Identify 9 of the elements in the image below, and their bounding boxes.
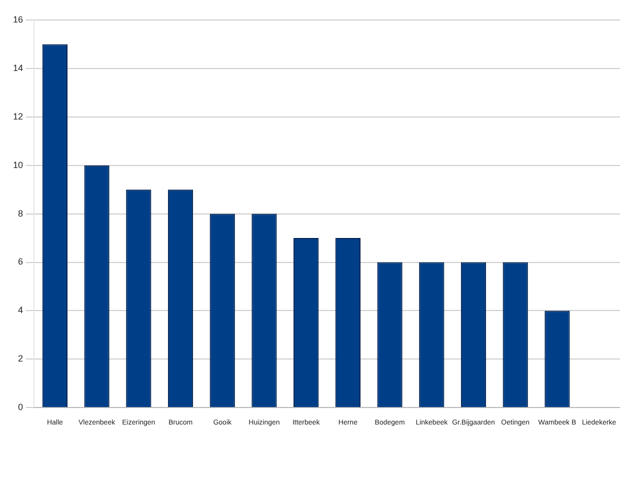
y-tick-label: 10 [12, 160, 24, 170]
y-tick-label: 6 [18, 256, 24, 267]
y-tick-label: 0 [18, 402, 24, 412]
y-tick-label: 4 [18, 305, 24, 316]
y-tick-label: 2 [18, 354, 24, 364]
y-tick-label: 8 [18, 208, 24, 218]
y-tick-label: 12 [12, 111, 24, 122]
y-tick-label: 16 [12, 14, 24, 24]
y-tick-label: 14 [12, 62, 24, 73]
